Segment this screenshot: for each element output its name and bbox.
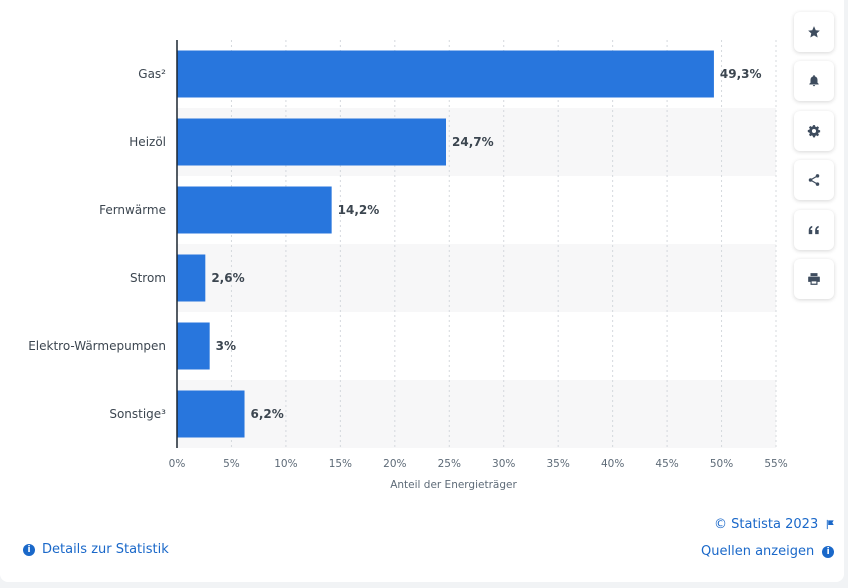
toolbar	[794, 12, 836, 308]
x-axis-title: Anteil der Energieträger	[390, 479, 517, 491]
data-label: 6,2%	[251, 407, 284, 421]
x-tick-label: 40%	[601, 458, 624, 470]
favorite-button[interactable]	[794, 12, 834, 52]
share-icon	[808, 174, 820, 187]
copyright-link[interactable]: © Statista 2023	[714, 517, 836, 532]
bar	[177, 50, 714, 98]
print-button[interactable]	[794, 258, 834, 299]
data-label: 24,7%	[452, 135, 494, 149]
category-label: Strom	[130, 271, 166, 285]
details-label: Details zur Statistik	[42, 542, 169, 557]
category-label: Heizöl	[129, 135, 166, 149]
data-label: 14,2%	[338, 203, 380, 217]
details-link[interactable]: i Details zur Statistik	[23, 542, 169, 557]
info-icon: i	[23, 543, 35, 556]
bell-icon	[809, 75, 819, 87]
x-tick-label: 30%	[492, 458, 515, 470]
category-label: Gas²	[138, 67, 166, 81]
data-label: 49,3%	[720, 67, 762, 81]
row-band	[177, 244, 776, 312]
data-label: 2,6%	[211, 271, 244, 285]
info-icon: i	[822, 545, 835, 558]
category-label: Elektro-Wärmepumpen	[28, 339, 166, 353]
notification-button[interactable]	[794, 61, 834, 102]
quote-icon	[808, 225, 819, 234]
category-label: Sonstige³	[109, 407, 166, 421]
x-tick-label: 5%	[223, 458, 240, 470]
x-tick-label: 15%	[329, 458, 352, 470]
x-tick-label: 45%	[655, 458, 678, 470]
bar-chart: 0% 5% 10% 15% 20% 25% 30% 35% 40% 45% 50% 55% Anteil…	[28, 40, 788, 491]
flag-icon	[827, 519, 834, 530]
x-tick-label: 35%	[547, 458, 570, 470]
bar	[177, 322, 210, 370]
copyright-text: © Statista 2023	[714, 517, 819, 532]
bar	[177, 254, 206, 302]
data-label: 3%	[216, 339, 236, 353]
gear-icon	[807, 124, 821, 138]
bar	[177, 390, 245, 438]
sources-link[interactable]: Quellen anzeigen i	[701, 544, 835, 559]
print-icon	[808, 273, 820, 285]
row-band	[177, 380, 776, 448]
bar	[177, 118, 447, 166]
x-tick-label: 10%	[274, 458, 297, 470]
x-tick-label: 55%	[764, 458, 787, 470]
cite-button[interactable]	[794, 209, 834, 250]
x-tick-label: 25%	[438, 458, 461, 470]
category-label: Fernwärme	[99, 203, 166, 217]
settings-button[interactable]	[794, 110, 834, 151]
x-tick-label: 0%	[169, 458, 186, 470]
bar	[177, 186, 332, 234]
x-tick-label: 20%	[383, 458, 406, 470]
sources-label: Quellen anzeigen	[701, 544, 815, 559]
star-icon	[808, 26, 820, 38]
x-tick-label: 50%	[710, 458, 733, 470]
share-button[interactable]	[794, 160, 834, 201]
